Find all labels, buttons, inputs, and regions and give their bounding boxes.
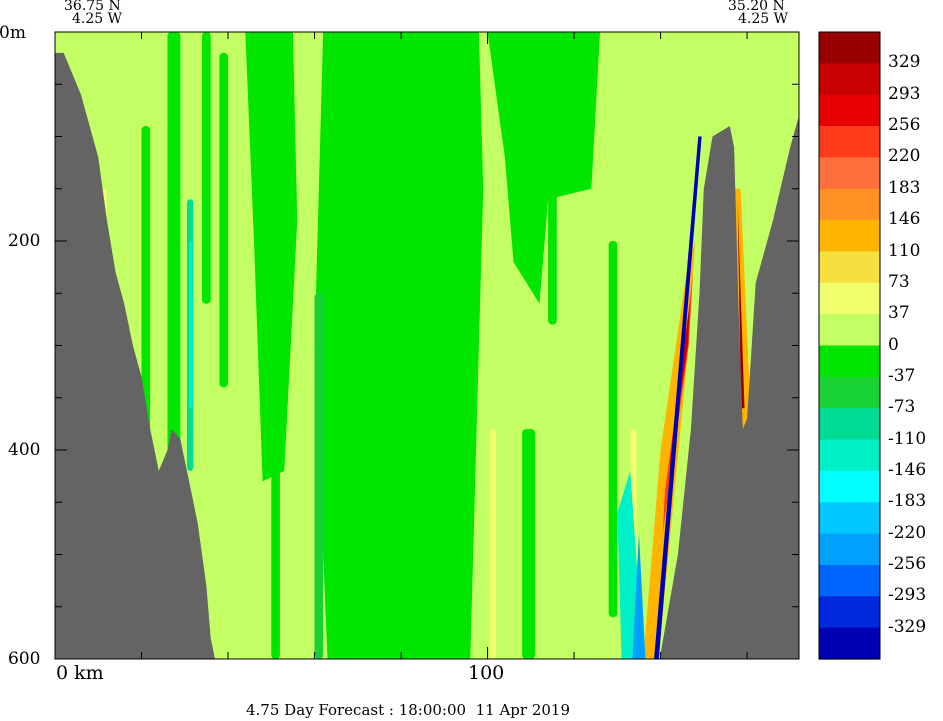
colorbar-label: -183 bbox=[888, 491, 927, 512]
streak-green-10 bbox=[608, 241, 618, 618]
colorbar-label: 256 bbox=[888, 115, 921, 136]
streak-green-5 bbox=[271, 115, 280, 659]
colorbar-swatch bbox=[819, 627, 880, 660]
colorbar-swatch bbox=[819, 314, 880, 347]
colorbar-label: -256 bbox=[888, 554, 927, 574]
y-tick-label-0: 0m bbox=[0, 23, 26, 43]
y-tick-label-200: 200 bbox=[8, 231, 41, 251]
streak-yellow-1 bbox=[489, 429, 497, 659]
right-longitude: 4.25 W bbox=[738, 11, 789, 27]
colorbar-swatch bbox=[819, 439, 880, 472]
colorbar-swatch bbox=[819, 596, 880, 629]
colorbar-swatch bbox=[819, 94, 880, 127]
colorbar-label: 37 bbox=[888, 303, 910, 324]
colorbar-label: -73 bbox=[888, 397, 916, 418]
colorbar-swatch bbox=[819, 126, 880, 158]
colorbar-label: 183 bbox=[888, 177, 921, 198]
colorbar-label: -329 bbox=[888, 616, 927, 637]
y-tick-label-400: 400 bbox=[8, 440, 41, 460]
colorbar-swatch bbox=[819, 408, 880, 441]
seabed-left bbox=[55, 52, 215, 659]
colorbar-label: -146 bbox=[888, 459, 927, 480]
colorbar-swatch bbox=[819, 376, 880, 409]
colorbar-swatch bbox=[819, 63, 880, 96]
x-tick-label-0: 0 km bbox=[56, 662, 104, 684]
streak-green-8 bbox=[522, 429, 536, 659]
field-green-core bbox=[314, 32, 484, 659]
anomaly-darkred-right bbox=[737, 199, 745, 409]
colorbar-swatch bbox=[819, 157, 880, 190]
streak-cyan-left bbox=[189, 241, 193, 409]
colorbar bbox=[818, 31, 881, 660]
colorbar-swatch bbox=[819, 32, 880, 64]
plot-frame bbox=[54, 31, 800, 660]
streak-green-11 bbox=[314, 293, 324, 659]
anomaly-blue bbox=[632, 533, 646, 659]
colorbar-label: 329 bbox=[888, 52, 921, 73]
colorbar-swatch bbox=[819, 345, 880, 378]
field-green-upper-right bbox=[487, 32, 601, 304]
y-tick-label-600: 600 bbox=[8, 649, 41, 669]
streak-green-6 bbox=[366, 470, 376, 659]
colorbar-swatch bbox=[819, 188, 880, 221]
streak-green-4 bbox=[219, 52, 229, 388]
anomaly-navy bbox=[654, 136, 702, 659]
plot-area bbox=[55, 32, 799, 659]
colorbar-label: 110 bbox=[888, 240, 921, 261]
streak-green-9 bbox=[548, 52, 557, 325]
colorbar-swatch bbox=[819, 220, 880, 253]
colorbar-border bbox=[818, 31, 881, 660]
colorbar-swatch bbox=[819, 470, 880, 503]
field-green-left bbox=[245, 32, 298, 482]
right-latitude: 35.20 N bbox=[728, 0, 785, 14]
colorbar-label: 293 bbox=[888, 83, 921, 104]
streak-green-3 bbox=[202, 32, 211, 304]
colorbar-swatch bbox=[819, 251, 880, 284]
colorbar-label: 146 bbox=[888, 209, 921, 230]
colorbar-swatch bbox=[819, 564, 880, 597]
colorbar-label: 0 bbox=[888, 334, 899, 355]
colorbar-label: -293 bbox=[888, 585, 927, 606]
colorbar-swatch bbox=[819, 533, 880, 566]
seabed-right bbox=[659, 115, 799, 659]
colorbar-swatch bbox=[819, 502, 880, 535]
left-latitude: 36.75 N bbox=[64, 0, 121, 14]
forecast-caption: 4.75 Day Forecast : 18:00:00 11 Apr 2019 bbox=[246, 701, 571, 719]
colorbar-label: -220 bbox=[888, 522, 927, 543]
colorbar-label: -37 bbox=[888, 365, 916, 386]
colorbar-label: 220 bbox=[888, 146, 921, 167]
x-tick-label-100: 100 bbox=[468, 662, 505, 684]
colorbar-label: 73 bbox=[888, 271, 910, 292]
streak-green-7 bbox=[444, 397, 453, 659]
colorbar-label: -110 bbox=[888, 428, 927, 449]
colorbar-swatch bbox=[819, 282, 880, 315]
left-longitude: 4.25 W bbox=[72, 11, 123, 27]
